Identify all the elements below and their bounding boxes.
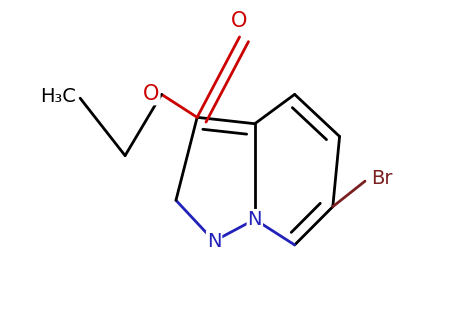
Text: N: N bbox=[247, 210, 262, 229]
Text: O: O bbox=[143, 84, 160, 104]
Text: H₃C: H₃C bbox=[40, 87, 76, 106]
Text: N: N bbox=[207, 232, 221, 251]
Text: Br: Br bbox=[371, 169, 393, 188]
Text: O: O bbox=[231, 11, 248, 31]
